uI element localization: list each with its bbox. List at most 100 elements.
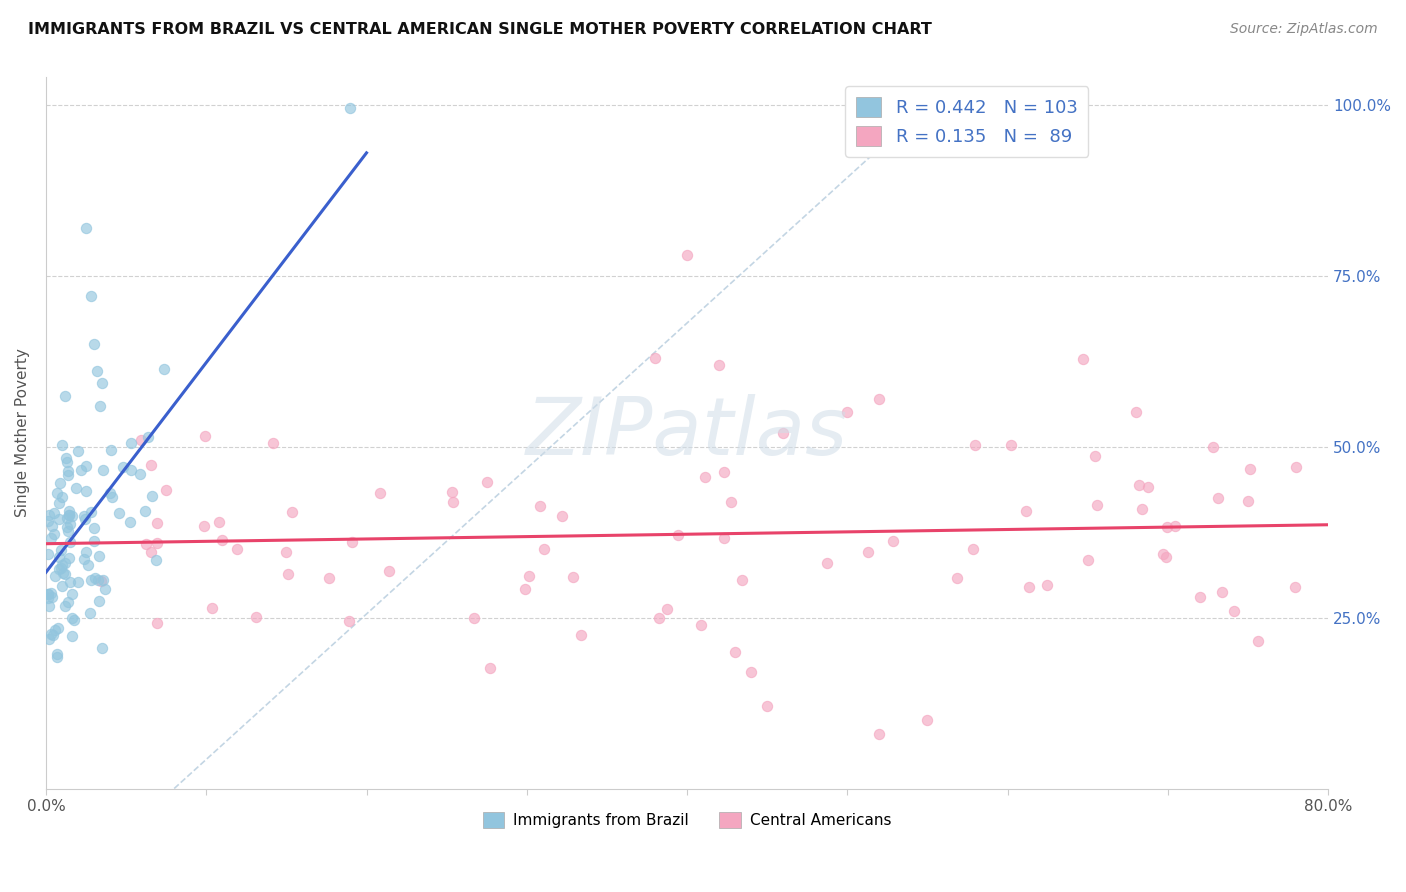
Central Americans bbox=[1239, 461, 1261, 475]
Immigrants from Brazil bbox=[48, 512, 70, 526]
Central Americans bbox=[815, 557, 838, 571]
Immigrants from Brazil bbox=[51, 491, 73, 505]
Immigrants from Brazil bbox=[39, 531, 62, 545]
Immigrants from Brazil bbox=[46, 621, 69, 635]
Immigrants from Brazil bbox=[46, 486, 69, 500]
Central Americans bbox=[713, 531, 735, 545]
Immigrants from Brazil bbox=[67, 575, 90, 590]
Central Americans bbox=[155, 483, 177, 497]
Central Americans bbox=[90, 574, 112, 588]
Central Americans bbox=[277, 567, 299, 582]
Central Americans bbox=[262, 436, 284, 450]
Immigrants from Brazil bbox=[86, 573, 108, 587]
Immigrants from Brazil bbox=[153, 362, 176, 376]
Immigrants from Brazil bbox=[118, 516, 141, 530]
Immigrants from Brazil bbox=[79, 606, 101, 620]
Central Americans bbox=[337, 614, 360, 628]
Immigrants from Brazil bbox=[42, 628, 65, 642]
Central Americans bbox=[655, 602, 678, 616]
Immigrants from Brazil bbox=[94, 582, 117, 596]
Immigrants from Brazil bbox=[59, 535, 82, 549]
Immigrants from Brazil bbox=[120, 463, 142, 477]
Immigrants from Brazil bbox=[87, 549, 110, 563]
Central Americans bbox=[441, 485, 464, 500]
Immigrants from Brazil bbox=[87, 594, 110, 608]
Immigrants from Brazil bbox=[91, 463, 114, 477]
Text: Source: ZipAtlas.com: Source: ZipAtlas.com bbox=[1230, 22, 1378, 37]
Immigrants from Brazil bbox=[56, 524, 79, 538]
Immigrants from Brazil bbox=[37, 547, 59, 561]
Central Americans bbox=[1128, 478, 1150, 492]
Immigrants from Brazil bbox=[98, 486, 121, 500]
Central Americans bbox=[1085, 498, 1108, 512]
Immigrants from Brazil bbox=[41, 591, 63, 605]
Immigrants from Brazil bbox=[38, 599, 60, 613]
Immigrants from Brazil bbox=[53, 389, 76, 403]
Central Americans bbox=[245, 610, 267, 624]
Central Americans bbox=[145, 616, 167, 631]
Central Americans bbox=[713, 465, 735, 479]
Immigrants from Brazil bbox=[44, 623, 66, 637]
Immigrants from Brazil bbox=[53, 556, 76, 570]
Immigrants from Brazil bbox=[83, 521, 105, 535]
Immigrants from Brazil bbox=[66, 443, 89, 458]
Immigrants from Brazil bbox=[60, 509, 83, 524]
Central Americans bbox=[693, 470, 716, 484]
Central Americans bbox=[720, 495, 742, 509]
Central Americans bbox=[146, 536, 169, 550]
Immigrants from Brazil bbox=[56, 467, 79, 482]
Central Americans bbox=[1015, 504, 1038, 518]
Immigrants from Brazil bbox=[51, 438, 73, 452]
Immigrants from Brazil bbox=[141, 489, 163, 503]
Central Americans bbox=[731, 573, 754, 587]
Central Americans bbox=[1188, 590, 1211, 604]
Immigrants from Brazil bbox=[48, 562, 70, 576]
Immigrants from Brazil bbox=[46, 647, 69, 661]
Immigrants from Brazil bbox=[70, 463, 93, 477]
Central Americans bbox=[463, 611, 485, 625]
Central Americans bbox=[690, 618, 713, 632]
Immigrants from Brazil bbox=[86, 364, 108, 378]
Central Americans bbox=[135, 537, 157, 551]
Immigrants from Brazil bbox=[93, 574, 115, 588]
Central Americans bbox=[1018, 581, 1040, 595]
Immigrants from Brazil bbox=[75, 458, 97, 473]
Immigrants from Brazil bbox=[136, 430, 159, 444]
Central Americans bbox=[1237, 494, 1260, 508]
Central Americans bbox=[368, 486, 391, 500]
Immigrants from Brazil bbox=[63, 613, 86, 627]
Central Americans bbox=[1284, 580, 1306, 594]
Immigrants from Brazil bbox=[37, 587, 59, 601]
Central Americans bbox=[562, 570, 585, 584]
Central Americans bbox=[342, 535, 364, 549]
Immigrants from Brazil bbox=[42, 506, 65, 520]
Immigrants from Brazil bbox=[77, 558, 100, 572]
Central Americans bbox=[146, 516, 169, 531]
Central Americans bbox=[1164, 519, 1187, 533]
Central Americans bbox=[441, 495, 464, 509]
Immigrants from Brazil bbox=[73, 512, 96, 526]
Central Americans bbox=[513, 582, 536, 597]
Central Americans bbox=[211, 533, 233, 548]
Immigrants from Brazil bbox=[73, 508, 96, 523]
Immigrants from Brazil bbox=[76, 544, 98, 558]
Immigrants from Brazil bbox=[339, 101, 361, 115]
Central Americans bbox=[200, 600, 222, 615]
Immigrants from Brazil bbox=[111, 460, 134, 475]
Central Americans bbox=[1211, 585, 1233, 599]
Central Americans bbox=[517, 569, 540, 583]
Central Americans bbox=[1202, 440, 1225, 454]
Central Americans bbox=[1084, 449, 1107, 463]
Immigrants from Brazil bbox=[84, 571, 107, 585]
Immigrants from Brazil bbox=[49, 475, 72, 490]
Central Americans bbox=[644, 351, 666, 365]
Central Americans bbox=[1036, 578, 1059, 592]
Immigrants from Brazil bbox=[49, 542, 72, 557]
Immigrants from Brazil bbox=[91, 641, 114, 656]
Central Americans bbox=[141, 458, 163, 472]
Immigrants from Brazil bbox=[60, 629, 83, 643]
Immigrants from Brazil bbox=[37, 508, 59, 522]
Immigrants from Brazil bbox=[134, 504, 156, 518]
Immigrants from Brazil bbox=[38, 632, 60, 646]
Immigrants from Brazil bbox=[58, 508, 80, 522]
